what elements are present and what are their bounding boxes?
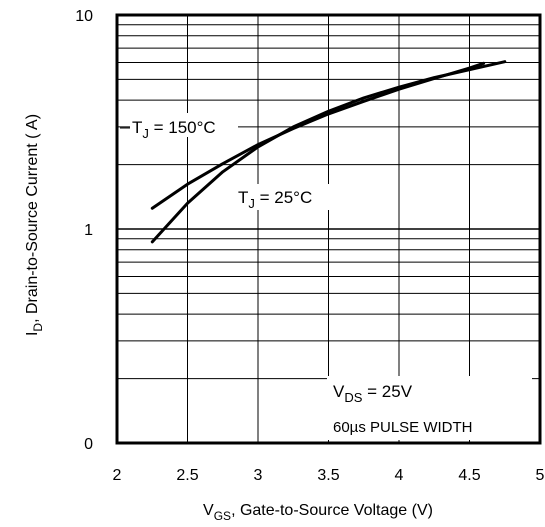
plot-frame bbox=[115, 13, 542, 445]
y-axis-label: ID, Drain-to-Source Current ( A) bbox=[24, 114, 45, 336]
annotation-vds: VDS = 25V bbox=[333, 382, 413, 405]
x-tick-label: 3.5 bbox=[317, 467, 339, 484]
annotation-pulse-width: 60µs PULSE WIDTH bbox=[333, 419, 473, 436]
x-tick-label: 5 bbox=[536, 467, 545, 484]
x-tick-label: 3 bbox=[254, 467, 263, 484]
series-label-bg-150c bbox=[130, 113, 238, 137]
y-tick-label: 10 bbox=[75, 8, 93, 25]
series-label-bg-25c bbox=[233, 184, 345, 210]
series-label-150c: TJ = 150°C bbox=[132, 118, 216, 141]
y-tick-label: 0 bbox=[84, 436, 93, 453]
x-axis-label: VGS, Gate-to-Source Voltage (V) bbox=[203, 502, 433, 523]
y-tick-label: 1 bbox=[84, 222, 93, 239]
series-line-25c bbox=[150, 60, 507, 244]
x-tick-label: 4.5 bbox=[458, 467, 480, 484]
annotation-box bbox=[327, 376, 532, 440]
grid bbox=[117, 15, 540, 443]
curves bbox=[150, 60, 507, 244]
x-tick-label: 2.5 bbox=[176, 467, 198, 484]
x-tick-label: 2 bbox=[113, 467, 122, 484]
x-tick-label: 4 bbox=[395, 467, 404, 484]
series-label-25c: TJ = 25°C bbox=[238, 188, 312, 211]
